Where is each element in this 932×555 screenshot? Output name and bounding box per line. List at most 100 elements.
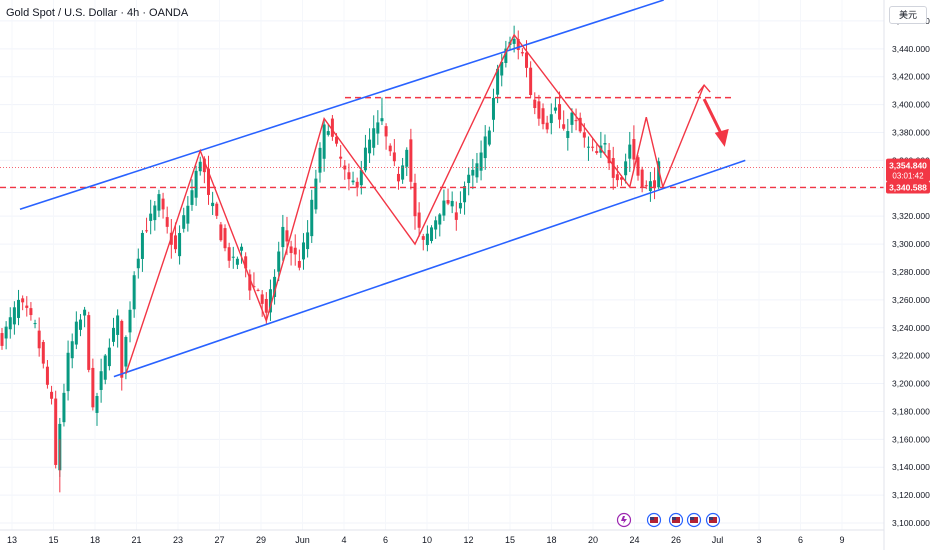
candle-body (396, 173, 400, 182)
candle-body (50, 391, 54, 399)
candle-body (240, 246, 244, 251)
candle (281, 214, 285, 261)
candle (438, 213, 442, 237)
candle-body (190, 190, 194, 205)
y-tick-label: 3,300.000 (892, 239, 930, 249)
candle (611, 146, 615, 190)
candle (33, 319, 37, 329)
y-tick-label: 3,380.000 (892, 128, 930, 138)
y-axis[interactable]: 3,100.000 3,120.000 3,140.000 3,160.000 3,18… (883, 0, 930, 550)
candle-body (425, 233, 429, 246)
candle-body (516, 39, 520, 50)
candle-body (182, 215, 186, 229)
candle-body (136, 258, 140, 269)
economic-event-icon (668, 512, 684, 528)
currency-button[interactable]: 美元 (889, 6, 927, 24)
candle-body (54, 398, 58, 465)
candle-body (624, 161, 628, 176)
candle (368, 128, 372, 164)
candle-body (434, 220, 438, 230)
candle-body (322, 124, 326, 159)
lightning-icon (621, 516, 627, 524)
x-tick-label: 24 (629, 535, 639, 545)
candle-body (458, 202, 462, 209)
candle (624, 153, 628, 184)
candle-body (566, 131, 570, 138)
x-tick-label: 9 (839, 535, 844, 545)
candle (574, 108, 578, 131)
candle-body (632, 139, 636, 160)
candle (326, 124, 330, 137)
channel-upper-line (19, 0, 664, 210)
candle-body (648, 181, 652, 191)
candle-body (615, 174, 619, 181)
candle-body (545, 122, 549, 130)
candle-body (417, 212, 421, 228)
candle-body (541, 108, 545, 125)
candle-body (116, 315, 120, 335)
candle-body (487, 130, 491, 145)
candle-body (578, 117, 582, 132)
candle (339, 145, 343, 168)
event-icons[interactable] (616, 512, 721, 528)
candle (173, 222, 177, 254)
candle-body (202, 158, 206, 173)
candle-body (586, 146, 590, 148)
candle (562, 110, 566, 131)
candle (529, 61, 533, 98)
candle-body (260, 294, 264, 304)
candle-body (297, 260, 301, 268)
y-tick-label: 3,420.000 (892, 72, 930, 82)
trend-channel (19, 0, 746, 378)
candle (215, 201, 219, 219)
x-tick-label: 13 (7, 535, 17, 545)
projection-arrow (662, 83, 729, 188)
candle (537, 94, 541, 126)
y-tick-label: 3,260.000 (892, 295, 930, 305)
candle-body (463, 186, 467, 203)
candle (29, 302, 33, 321)
candle-body (607, 150, 611, 164)
candle (351, 171, 355, 185)
projection-down-line (702, 98, 724, 136)
candle-body (12, 307, 16, 325)
candle-body (0, 333, 4, 346)
candle-body (351, 180, 355, 183)
candle (103, 353, 107, 385)
candle-body (401, 165, 405, 180)
candle (417, 202, 421, 237)
candle (487, 126, 491, 147)
candle-body (306, 232, 310, 250)
candle (632, 125, 636, 170)
candle (107, 338, 111, 371)
candle-body (310, 199, 314, 237)
candle (644, 180, 648, 190)
candle-body (582, 132, 586, 138)
candle (178, 225, 182, 265)
x-axis[interactable]: 13 15 18 21 23 27 29 Jun 4 6 10 12 15 18 20 24 26 Jul 3 6 9 (0, 529, 884, 545)
candle (244, 252, 248, 278)
x-tick-label: 10 (422, 535, 432, 545)
candle (116, 309, 120, 348)
candle (599, 131, 603, 158)
candle (157, 189, 161, 218)
y-tick-label: 3,240.000 (892, 323, 930, 333)
candle-body (132, 275, 136, 310)
candle-body (252, 286, 256, 288)
economic-event-icon (686, 512, 702, 528)
candle (145, 217, 149, 233)
candle (37, 317, 41, 357)
current-price-value: 3,354.840 (889, 161, 927, 171)
candle-body (21, 298, 25, 303)
candle (136, 248, 140, 279)
candle (95, 392, 99, 426)
candle-body (198, 161, 202, 172)
x-tick-label: 4 (341, 535, 346, 545)
candle (467, 167, 471, 196)
candle (450, 191, 454, 214)
candle (636, 155, 640, 181)
candle (293, 234, 297, 266)
